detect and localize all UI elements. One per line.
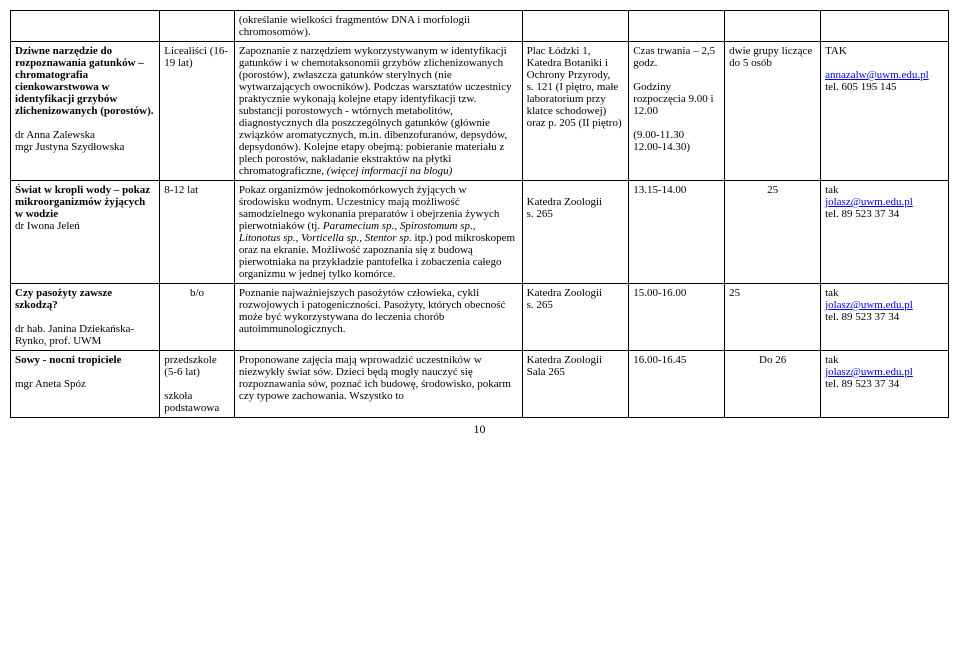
cell-title: Czy pasożyty zawsze szkodzą? dr hab. Jan… <box>11 284 160 351</box>
cell-audience: 8-12 lat <box>160 181 235 284</box>
cell-time: 15.00-16.00 <box>629 284 725 351</box>
schedule-table: (określanie wielkości fragmentów DNA i m… <box>10 10 949 418</box>
capacity-text: 25 <box>767 184 778 196</box>
contact-email-link[interactable]: jolasz@uwm.edu.pl <box>825 299 913 311</box>
time-text: 15.00-16.00 <box>633 287 686 299</box>
table-row: Dziwne narzędzie do rozpoznawania gatunk… <box>11 42 949 181</box>
cell-capacity: 25 <box>725 284 821 351</box>
cell-contact: tak jolasz@uwm.edu.pl tel. 89 523 37 34 <box>821 284 949 351</box>
event-title: Czy pasożyty zawsze szkodzą? <box>15 287 112 311</box>
audience-text: Licealiści (16-19 lat) <box>164 45 228 69</box>
desc-text: Poznanie najważniejszych pasożytów człow… <box>239 287 506 335</box>
cell-place: Katedra Zoologii s. 265 <box>522 181 629 284</box>
table-row: Świat w kropli wody – pokaz mikroorganiz… <box>11 181 949 284</box>
cell-audience: b/o <box>160 284 235 351</box>
cell-capacity: 25 <box>725 181 821 284</box>
event-title: Dziwne narzędzie do rozpoznawania gatunk… <box>15 45 154 117</box>
cell-audience <box>160 11 235 42</box>
contact-email-link[interactable]: jolasz@uwm.edu.pl <box>825 196 913 208</box>
cell-capacity: dwie grupy liczące do 5 osób <box>725 42 821 181</box>
place-text: Katedra Zoologii s. 265 <box>527 287 602 311</box>
time-text: Czas trwania – 2,5 godz. Godziny rozpocz… <box>633 45 715 153</box>
cell-title <box>11 11 160 42</box>
cell-contact: tak jolasz@uwm.edu.pl tel. 89 523 37 34 <box>821 181 949 284</box>
contact-tel: tel. 89 523 37 34 <box>825 311 899 323</box>
cell-title: Dziwne narzędzie do rozpoznawania gatunk… <box>11 42 160 181</box>
event-authors: dr Iwona Jeleń <box>15 220 80 232</box>
contact-tel: tel. 89 523 37 34 <box>825 378 899 390</box>
cell-time <box>629 11 725 42</box>
event-title: Świat w kropli wody – pokaz mikroorganiz… <box>15 184 150 220</box>
audience-text: b/o <box>190 287 204 299</box>
event-authors: mgr Aneta Spóz <box>15 378 86 390</box>
page-number: 10 <box>10 422 949 437</box>
audience-text: przedszkole (5-6 lat) szkoła podstawowa <box>164 354 219 414</box>
time-text: 16.00-16.45 <box>633 354 686 366</box>
cell-place: Plac Łódzki 1, Katedra Botaniki i Ochron… <box>522 42 629 181</box>
table-row: Sowy - nocni tropiciele mgr Aneta Spóz p… <box>11 351 949 418</box>
event-authors: dr Anna Zalewska mgr Justyna Szydłowska <box>15 129 124 153</box>
cell-capacity: Do 26 <box>725 351 821 418</box>
audience-text: 8-12 lat <box>164 184 198 196</box>
contact-pre: tak <box>825 287 838 299</box>
cell-description: Proponowane zajęcia mają wprowadzić ucze… <box>234 351 522 418</box>
cell-contact: TAK annazalw@uwm.edu.pl tel. 605 195 145 <box>821 42 949 181</box>
cell-time: 13.15-14.00 <box>629 181 725 284</box>
contact-email-link[interactable]: annazalw@uwm.edu.pl <box>825 69 929 81</box>
contact-tel: tel. 605 195 145 <box>825 81 897 93</box>
desc-italic: (więcej informacji na blogu) <box>327 165 453 177</box>
desc-text: (określanie wielkości fragmentów DNA i m… <box>239 14 470 38</box>
cell-audience: Licealiści (16-19 lat) <box>160 42 235 181</box>
cell-contact: tak jolasz@uwm.edu.pl tel. 89 523 37 34 <box>821 351 949 418</box>
contact-pre: tak <box>825 184 838 196</box>
desc-text: Proponowane zajęcia mają wprowadzić ucze… <box>239 354 511 402</box>
desc-text: Zapoznanie z narzędziem wykorzystywanym … <box>239 45 512 177</box>
time-text: 13.15-14.00 <box>633 184 686 196</box>
cell-place: Katedra Zoologii s. 265 <box>522 284 629 351</box>
cell-description: Pokaz organizmów jednokomórkowych żyjący… <box>234 181 522 284</box>
table-row: (określanie wielkości fragmentów DNA i m… <box>11 11 949 42</box>
contact-pre: TAK <box>825 45 847 57</box>
cell-place <box>522 11 629 42</box>
contact-pre: tak <box>825 354 838 366</box>
place-text: Plac Łódzki 1, Katedra Botaniki i Ochron… <box>527 45 622 129</box>
cell-title: Sowy - nocni tropiciele mgr Aneta Spóz <box>11 351 160 418</box>
place-text: Katedra Zoologii s. 265 <box>527 196 602 220</box>
cell-contact <box>821 11 949 42</box>
capacity-text: dwie grupy liczące do 5 osób <box>729 45 812 69</box>
event-authors: dr hab. Janina Dziekańska-Rynko, prof. U… <box>15 323 134 347</box>
cell-audience: przedszkole (5-6 lat) szkoła podstawowa <box>160 351 235 418</box>
capacity-text: Do 26 <box>759 354 786 366</box>
cell-capacity <box>725 11 821 42</box>
cell-place: Katedra Zoologii Sala 265 <box>522 351 629 418</box>
cell-description: (określanie wielkości fragmentów DNA i m… <box>234 11 522 42</box>
contact-email-link[interactable]: jolasz@uwm.edu.pl <box>825 366 913 378</box>
contact-tel: tel. 89 523 37 34 <box>825 208 899 220</box>
place-text: Katedra Zoologii Sala 265 <box>527 354 602 378</box>
cell-title: Świat w kropli wody – pokaz mikroorganiz… <box>11 181 160 284</box>
capacity-text: 25 <box>729 287 740 299</box>
cell-description: Poznanie najważniejszych pasożytów człow… <box>234 284 522 351</box>
table-row: Czy pasożyty zawsze szkodzą? dr hab. Jan… <box>11 284 949 351</box>
cell-description: Zapoznanie z narzędziem wykorzystywanym … <box>234 42 522 181</box>
cell-time: 16.00-16.45 <box>629 351 725 418</box>
cell-time: Czas trwania – 2,5 godz. Godziny rozpocz… <box>629 42 725 181</box>
event-title: Sowy - nocni tropiciele <box>15 354 121 366</box>
